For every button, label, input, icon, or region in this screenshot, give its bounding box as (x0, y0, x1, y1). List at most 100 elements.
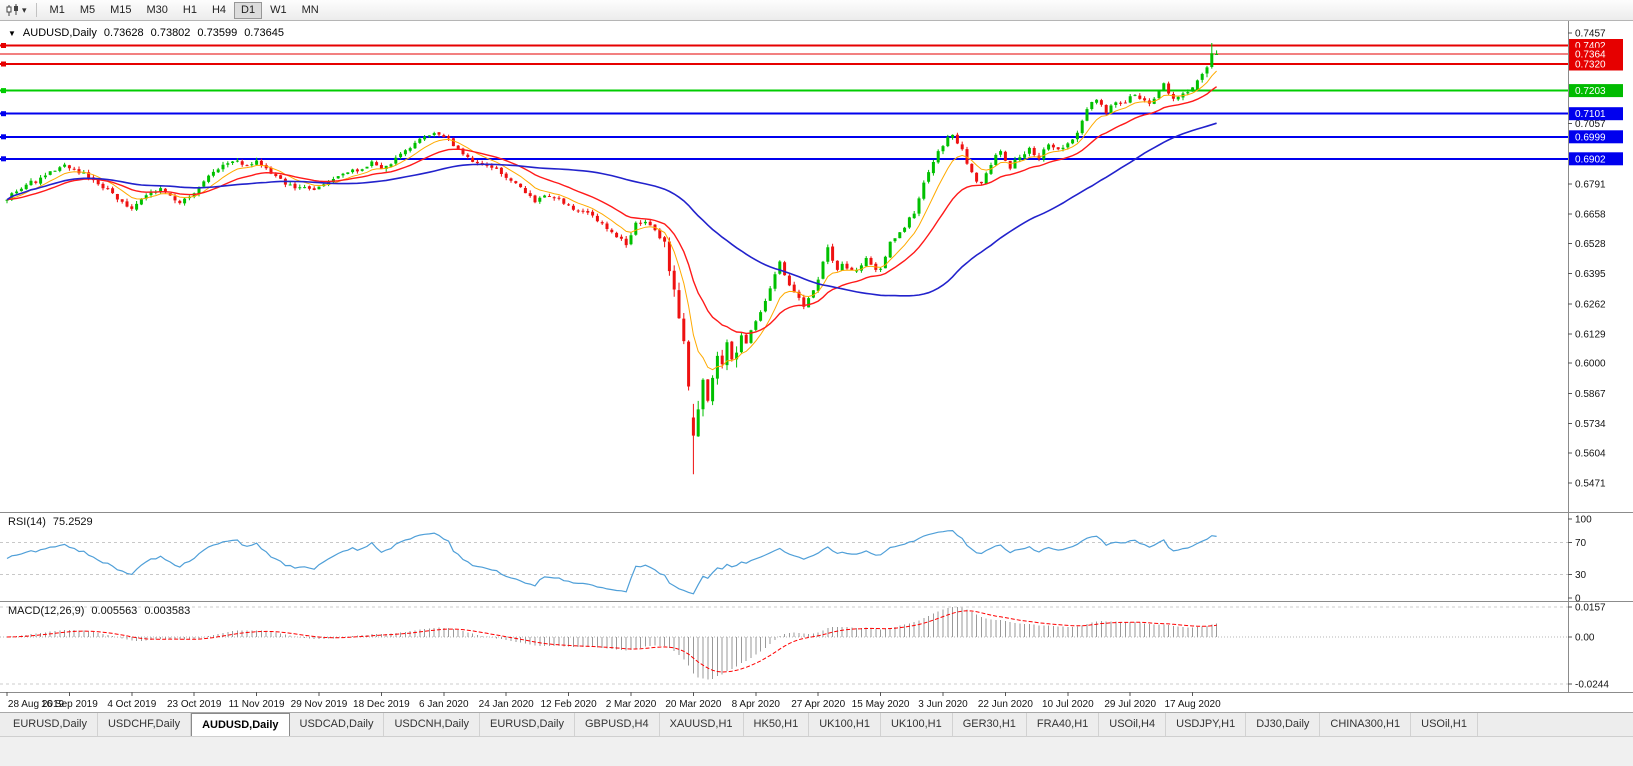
chart-type-dropdown-icon[interactable]: ▾ (22, 4, 27, 15)
horizontal-line-0.7203[interactable] (0, 88, 1568, 94)
price-badge-0.7203: 0.7203 (1569, 84, 1623, 98)
svg-text:17 Aug 2020: 17 Aug 2020 (1165, 699, 1222, 710)
timeframe-buttons: M1 M5 M15 M30 H1 H4 D1 W1 MN (43, 1, 326, 19)
ma-medium-line[interactable] (6, 86, 1218, 335)
price-axis: 0.7457 0.7057 0.6791 0.6658 0.6528 0.6395 0.62… (1568, 29, 1623, 690)
chart-tab-ger30-h1[interactable]: GER30,H1 (953, 713, 1027, 736)
svg-text:22 Jun 2020: 22 Jun 2020 (978, 699, 1033, 710)
timeframe-button-mn[interactable]: MN (295, 2, 326, 19)
price-badge-0.6902: 0.6902 (1569, 152, 1623, 166)
svg-text:18 Dec 2019: 18 Dec 2019 (353, 699, 410, 710)
chart-tab-fra40-h1[interactable]: FRA40,H1 (1027, 713, 1100, 736)
svg-text:0.5734: 0.5734 (1575, 419, 1606, 430)
svg-text:0.7203: 0.7203 (1575, 86, 1606, 97)
chart-tab-usdcnh-daily[interactable]: USDCNH,Daily (384, 713, 481, 736)
horizontal-line-0.6999[interactable] (0, 134, 1568, 140)
svg-text:0: 0 (1575, 594, 1581, 605)
svg-text:0.5471: 0.5471 (1575, 479, 1606, 490)
svg-text:11 Nov 2019: 11 Nov 2019 (229, 699, 285, 710)
timeframe-button-m5[interactable]: M5 (73, 2, 102, 19)
svg-text:-0.0244: -0.0244 (1575, 679, 1609, 690)
ma-fast-line[interactable] (6, 70, 1217, 371)
timeframe-button-h4[interactable]: H4 (205, 2, 233, 19)
price-chart-canvas[interactable]: 0.7457 0.7057 0.6791 0.6658 0.6528 0.6395 0.62… (0, 21, 1633, 712)
svg-text:0.7457: 0.7457 (1575, 29, 1606, 40)
svg-text:0.7101: 0.7101 (1575, 109, 1606, 120)
bear-candle-wicks (35, 81, 1174, 475)
chart-tab-eurusd-daily[interactable]: EURUSD,Daily (480, 713, 575, 736)
chart-tab-uk100-h1[interactable]: UK100,H1 (809, 713, 881, 736)
ma-slow-line[interactable] (6, 122, 1217, 297)
toolbar-separator (35, 3, 37, 17)
svg-text:0.6395: 0.6395 (1575, 269, 1606, 280)
svg-text:4 Oct 2019: 4 Oct 2019 (107, 699, 156, 710)
timeframe-toolbar: ▾ M1 M5 M15 M30 H1 H4 D1 W1 MN (0, 0, 1633, 21)
chart-tab-usoil-h4[interactable]: USOil,H4 (1099, 713, 1167, 736)
svg-text:0.6528: 0.6528 (1575, 239, 1606, 250)
svg-text:70: 70 (1575, 538, 1587, 549)
svg-text:12 Feb 2020: 12 Feb 2020 (541, 699, 598, 710)
svg-text:100: 100 (1575, 515, 1592, 526)
timeframe-button-m1[interactable]: M1 (43, 2, 72, 19)
svg-text:28 Aug 2019: 28 Aug 2019 (8, 699, 65, 710)
status-bar (0, 736, 1633, 766)
timeframe-button-d1[interactable]: D1 (234, 1, 263, 19)
timeframe-button-m15[interactable]: M15 (103, 2, 138, 19)
rsi-line[interactable] (6, 529, 1217, 595)
macd-signal-line[interactable] (6, 610, 1217, 673)
chart-tab-usdcad-daily[interactable]: USDCAD,Daily (290, 713, 385, 736)
chart-tab-usoil-h1[interactable]: USOil,H1 (1411, 713, 1478, 736)
chart-tab-gbpusd-h4[interactable]: GBPUSD,H4 (575, 713, 660, 736)
svg-text:0.7364: 0.7364 (1575, 50, 1606, 61)
horizontal-line-0.732[interactable] (0, 61, 1568, 67)
chart-tab-audusd-daily[interactable]: AUDUSD,Daily (191, 713, 290, 736)
bull-candle-wicks (6, 43, 1218, 437)
timeframe-button-w1[interactable]: W1 (263, 2, 294, 19)
bull-candle-bodies (5, 53, 1219, 437)
svg-text:27 Apr 2020: 27 Apr 2020 (791, 699, 845, 710)
chart-tab-uk100-h1[interactable]: UK100,H1 (881, 713, 953, 736)
horizontal-line-0.7402[interactable] (0, 43, 1568, 48)
svg-text:0.6129: 0.6129 (1575, 329, 1606, 340)
macd-histogram[interactable] (7, 606, 1218, 680)
chart-tab-dj30-daily[interactable]: DJ30,Daily (1246, 713, 1321, 736)
timeframe-button-m30[interactable]: M30 (140, 2, 175, 19)
chart-tab-china300-h1[interactable]: CHINA300,H1 (1320, 713, 1412, 736)
svg-text:23 Oct 2019: 23 Oct 2019 (167, 699, 222, 710)
rsi-pane[interactable] (0, 529, 1568, 595)
svg-text:0.6902: 0.6902 (1575, 154, 1606, 165)
svg-text:29 Jul 2020: 29 Jul 2020 (1104, 699, 1156, 710)
svg-text:15 May 2020: 15 May 2020 (852, 699, 910, 710)
chart-tabs: EURUSD,Daily USDCHF,Daily AUDUSD,Daily USDC… (0, 712, 1633, 736)
price-badge-0.6999: 0.6999 (1569, 130, 1623, 144)
macd-pane[interactable] (0, 606, 1568, 685)
svg-text:0.5867: 0.5867 (1575, 389, 1606, 400)
svg-text:0.7057: 0.7057 (1575, 119, 1606, 130)
price-badge-0.7101: 0.7101 (1569, 107, 1623, 121)
svg-text:0.6658: 0.6658 (1575, 210, 1606, 221)
chart-tab-usdjpy-h1[interactable]: USDJPY,H1 (1166, 713, 1247, 736)
chart-area[interactable]: 0.7457 0.7057 0.6791 0.6658 0.6528 0.6395 0.62… (0, 21, 1633, 712)
main-price-pane[interactable] (0, 43, 1568, 475)
chart-type-icon[interactable] (6, 3, 21, 17)
svg-text:0.7402: 0.7402 (1575, 41, 1606, 52)
collapse-triangle-icon[interactable]: ▼ (8, 28, 16, 38)
svg-text:2 Mar 2020: 2 Mar 2020 (606, 699, 657, 710)
svg-text:29 Nov 2019: 29 Nov 2019 (291, 699, 348, 710)
svg-text:30: 30 (1575, 570, 1587, 581)
svg-text:24 Jan 2020: 24 Jan 2020 (479, 699, 534, 710)
chart-tab-hk50-h1[interactable]: HK50,H1 (744, 713, 810, 736)
price-badge-0.7364: 0.7364 (1569, 47, 1623, 61)
chart-tab-usdchf-daily[interactable]: USDCHF,Daily (98, 713, 192, 736)
chart-tab-eurusd-daily[interactable]: EURUSD,Daily (3, 713, 98, 736)
timeframe-button-h1[interactable]: H1 (176, 2, 204, 19)
horizontal-line-0.7101[interactable] (0, 111, 1568, 117)
svg-text:0.6000: 0.6000 (1575, 359, 1606, 370)
svg-text:20 Mar 2020: 20 Mar 2020 (665, 699, 722, 710)
svg-text:16 Sep 2019: 16 Sep 2019 (41, 699, 98, 710)
svg-text:0.7320: 0.7320 (1575, 60, 1606, 71)
chart-tab-xauusd-h1[interactable]: XAUUSD,H1 (660, 713, 744, 736)
horizontal-line-0.6902[interactable] (0, 156, 1568, 162)
svg-text:10 Jul 2020: 10 Jul 2020 (1042, 699, 1094, 710)
